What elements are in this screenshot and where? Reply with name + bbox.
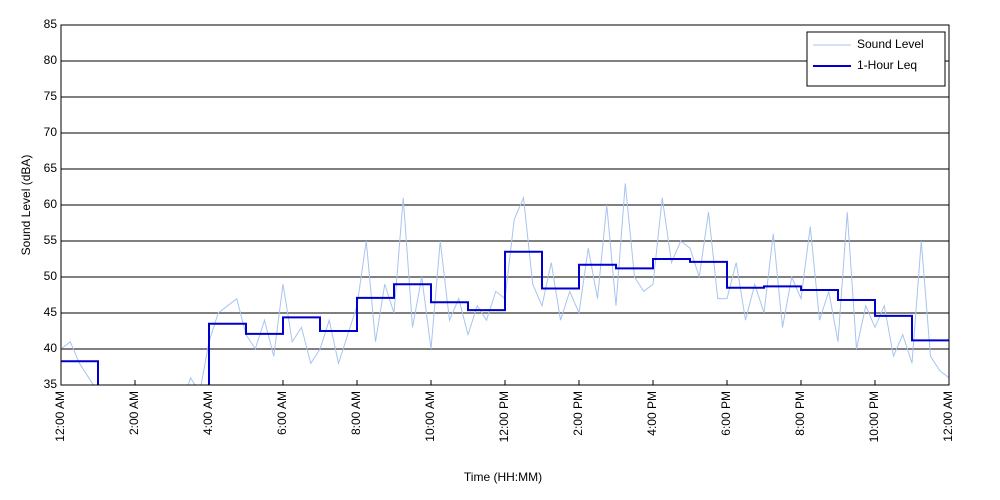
legend-label: Sound Level	[857, 37, 924, 51]
y-tick-label: 35	[44, 377, 58, 391]
x-tick-label: 10:00 AM	[423, 391, 437, 442]
x-tick-label: 6:00 AM	[275, 391, 289, 435]
x-tick-label: 2:00 PM	[571, 391, 585, 436]
series-group	[61, 183, 949, 385]
y-axis-label: Sound Level (dBA)	[19, 155, 33, 256]
x-tick-label: 12:00 AM	[941, 391, 955, 442]
y-tick-label: 60	[44, 197, 58, 211]
x-tick-label: 4:00 AM	[201, 391, 215, 435]
y-tick-label: 50	[44, 269, 58, 283]
y-tick-label: 80	[44, 53, 58, 67]
y-tick-label: 70	[44, 125, 58, 139]
x-tick-label: 4:00 PM	[645, 391, 659, 436]
step-line	[61, 250, 949, 385]
y-tick-label: 40	[44, 341, 58, 355]
plot-frame	[60, 24, 950, 386]
x-tick-label: 8:00 PM	[793, 391, 807, 436]
y-tick-label: 75	[44, 89, 58, 103]
x-tick-label: 2:00 AM	[127, 391, 141, 435]
legend-label: 1-Hour Leq	[857, 58, 917, 72]
x-tick-label: 6:00 PM	[719, 391, 733, 436]
y-tick-label: 55	[44, 233, 58, 247]
x-tick-label: 12:00 PM	[497, 391, 511, 442]
x-axis-label: Time (HH:MM)	[464, 470, 542, 484]
x-tick-label: 12:00 AM	[53, 391, 67, 442]
x-tick-label: 8:00 AM	[349, 391, 363, 435]
y-tick-label: 85	[44, 17, 58, 31]
y-tick-label: 45	[44, 305, 58, 319]
x-tick-label: 10:00 PM	[867, 391, 881, 442]
legend-box	[806, 31, 946, 87]
y-tick-label: 65	[44, 161, 58, 175]
